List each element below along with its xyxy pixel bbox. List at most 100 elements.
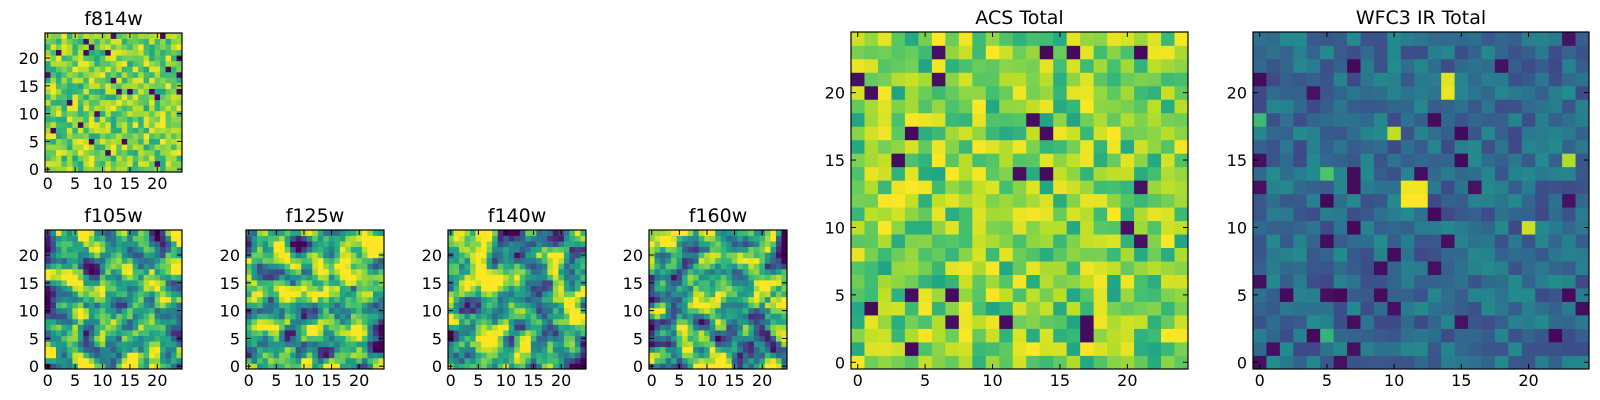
heatmap-cell xyxy=(514,246,521,253)
heatmap-cell xyxy=(731,257,738,264)
heatmap-cell xyxy=(448,274,454,281)
heatmap-cell xyxy=(1066,72,1081,87)
heatmap-cell xyxy=(72,341,79,348)
heatmap-cell xyxy=(704,257,711,264)
heatmap-cell xyxy=(105,94,112,101)
heatmap-cells xyxy=(448,230,587,370)
heatmap-cell xyxy=(121,66,128,73)
heatmap-cell xyxy=(715,346,722,353)
heatmap-cell xyxy=(698,341,705,348)
heatmap-cell xyxy=(1253,180,1267,195)
heatmap-cell xyxy=(143,280,150,286)
heatmap-cell xyxy=(958,45,973,60)
heatmap-cell xyxy=(323,235,330,242)
heatmap-cell xyxy=(55,133,62,139)
heatmap-cell xyxy=(1347,58,1361,73)
heatmap-cell xyxy=(66,127,73,134)
heatmap-cell xyxy=(1575,288,1590,302)
heatmap-cell xyxy=(1012,112,1027,127)
heatmap-cell xyxy=(127,94,134,101)
heatmap-cell xyxy=(720,268,727,275)
heatmap-cell xyxy=(273,302,280,309)
heatmap-cell xyxy=(508,274,515,281)
heatmap-cell xyxy=(781,291,788,298)
heatmap-cell xyxy=(143,144,150,151)
heatmap-cell xyxy=(1066,355,1081,370)
heatmap-cell xyxy=(94,335,101,342)
heatmap-cell xyxy=(1026,99,1041,114)
heatmap-cell xyxy=(864,180,879,195)
heatmap-cell xyxy=(665,274,672,281)
heatmap-cell xyxy=(94,88,101,95)
heatmap-cell xyxy=(1320,261,1334,275)
heatmap-cell xyxy=(1481,58,1496,73)
heatmap-cell xyxy=(574,241,581,248)
heatmap-cell xyxy=(492,285,499,292)
heatmap-cell xyxy=(497,257,504,264)
heatmap-cell xyxy=(945,32,960,46)
heatmap-cell xyxy=(1134,261,1148,275)
heatmap-cell xyxy=(519,313,526,320)
heatmap-cell xyxy=(127,44,134,51)
heatmap-cell xyxy=(149,160,155,167)
heatmap-cell xyxy=(1454,301,1469,316)
heatmap-cell xyxy=(110,166,117,173)
heatmap-cell xyxy=(459,296,465,303)
heatmap-cell xyxy=(693,307,700,314)
heatmap-cell xyxy=(323,291,330,298)
heatmap-cell xyxy=(945,207,960,222)
heatmap-cell xyxy=(945,274,960,289)
heatmap-cell xyxy=(1333,32,1348,46)
heatmap-cell xyxy=(508,291,515,298)
heatmap-cell xyxy=(775,335,782,342)
heatmap-cell xyxy=(864,153,879,168)
heatmap-cell xyxy=(1053,247,1068,262)
heatmap-cell xyxy=(105,105,112,112)
heatmap-cell xyxy=(448,318,454,325)
heatmap-cell xyxy=(682,296,688,303)
heatmap-cell xyxy=(94,235,101,242)
heatmap-cell xyxy=(1414,234,1429,249)
heatmap-cell xyxy=(569,268,576,275)
heatmap-cell xyxy=(781,302,788,309)
heatmap-cell xyxy=(171,274,177,281)
heatmap-cell xyxy=(262,324,269,331)
heatmap-cell xyxy=(361,291,368,298)
heatmap-cell xyxy=(367,335,374,342)
heatmap-cell xyxy=(1562,72,1576,87)
heatmap-cell xyxy=(99,241,106,248)
heatmap-cell xyxy=(1562,301,1576,316)
heatmap-cell xyxy=(569,241,576,248)
heatmap-cell xyxy=(143,77,150,84)
heatmap-cell xyxy=(492,357,499,364)
heatmap-cell xyxy=(737,357,744,364)
heatmap-cell xyxy=(731,313,738,320)
heatmap-cell xyxy=(541,246,548,253)
heatmap-cell xyxy=(676,257,683,264)
heatmap-cell xyxy=(709,341,716,348)
heatmap-cell xyxy=(660,252,666,259)
heatmap-cell xyxy=(1373,355,1388,370)
heatmap-cell xyxy=(55,246,62,253)
heatmap-cell xyxy=(50,105,57,112)
heatmap-cell xyxy=(1400,234,1415,249)
heatmap-cell xyxy=(519,341,526,348)
heatmap-cell xyxy=(931,85,946,100)
heatmap-cell xyxy=(138,55,144,62)
heatmap-cell xyxy=(251,241,258,248)
heatmap-cell xyxy=(574,313,581,320)
heatmap-cell xyxy=(891,45,906,60)
heatmap-cell xyxy=(94,133,101,139)
heatmap-cell xyxy=(61,291,68,298)
heatmap-cell xyxy=(851,45,865,60)
heatmap-cell xyxy=(1012,261,1027,275)
heatmap-cell xyxy=(88,110,95,117)
heatmap-cell xyxy=(448,285,454,292)
heatmap-cell xyxy=(1427,261,1442,275)
heatmap-cell xyxy=(83,235,90,242)
heatmap-cell xyxy=(1174,193,1189,208)
heatmap-cell xyxy=(682,285,688,292)
heatmap-cell xyxy=(770,352,777,359)
heatmap-cell xyxy=(165,324,172,331)
heatmap-cell xyxy=(665,330,672,336)
